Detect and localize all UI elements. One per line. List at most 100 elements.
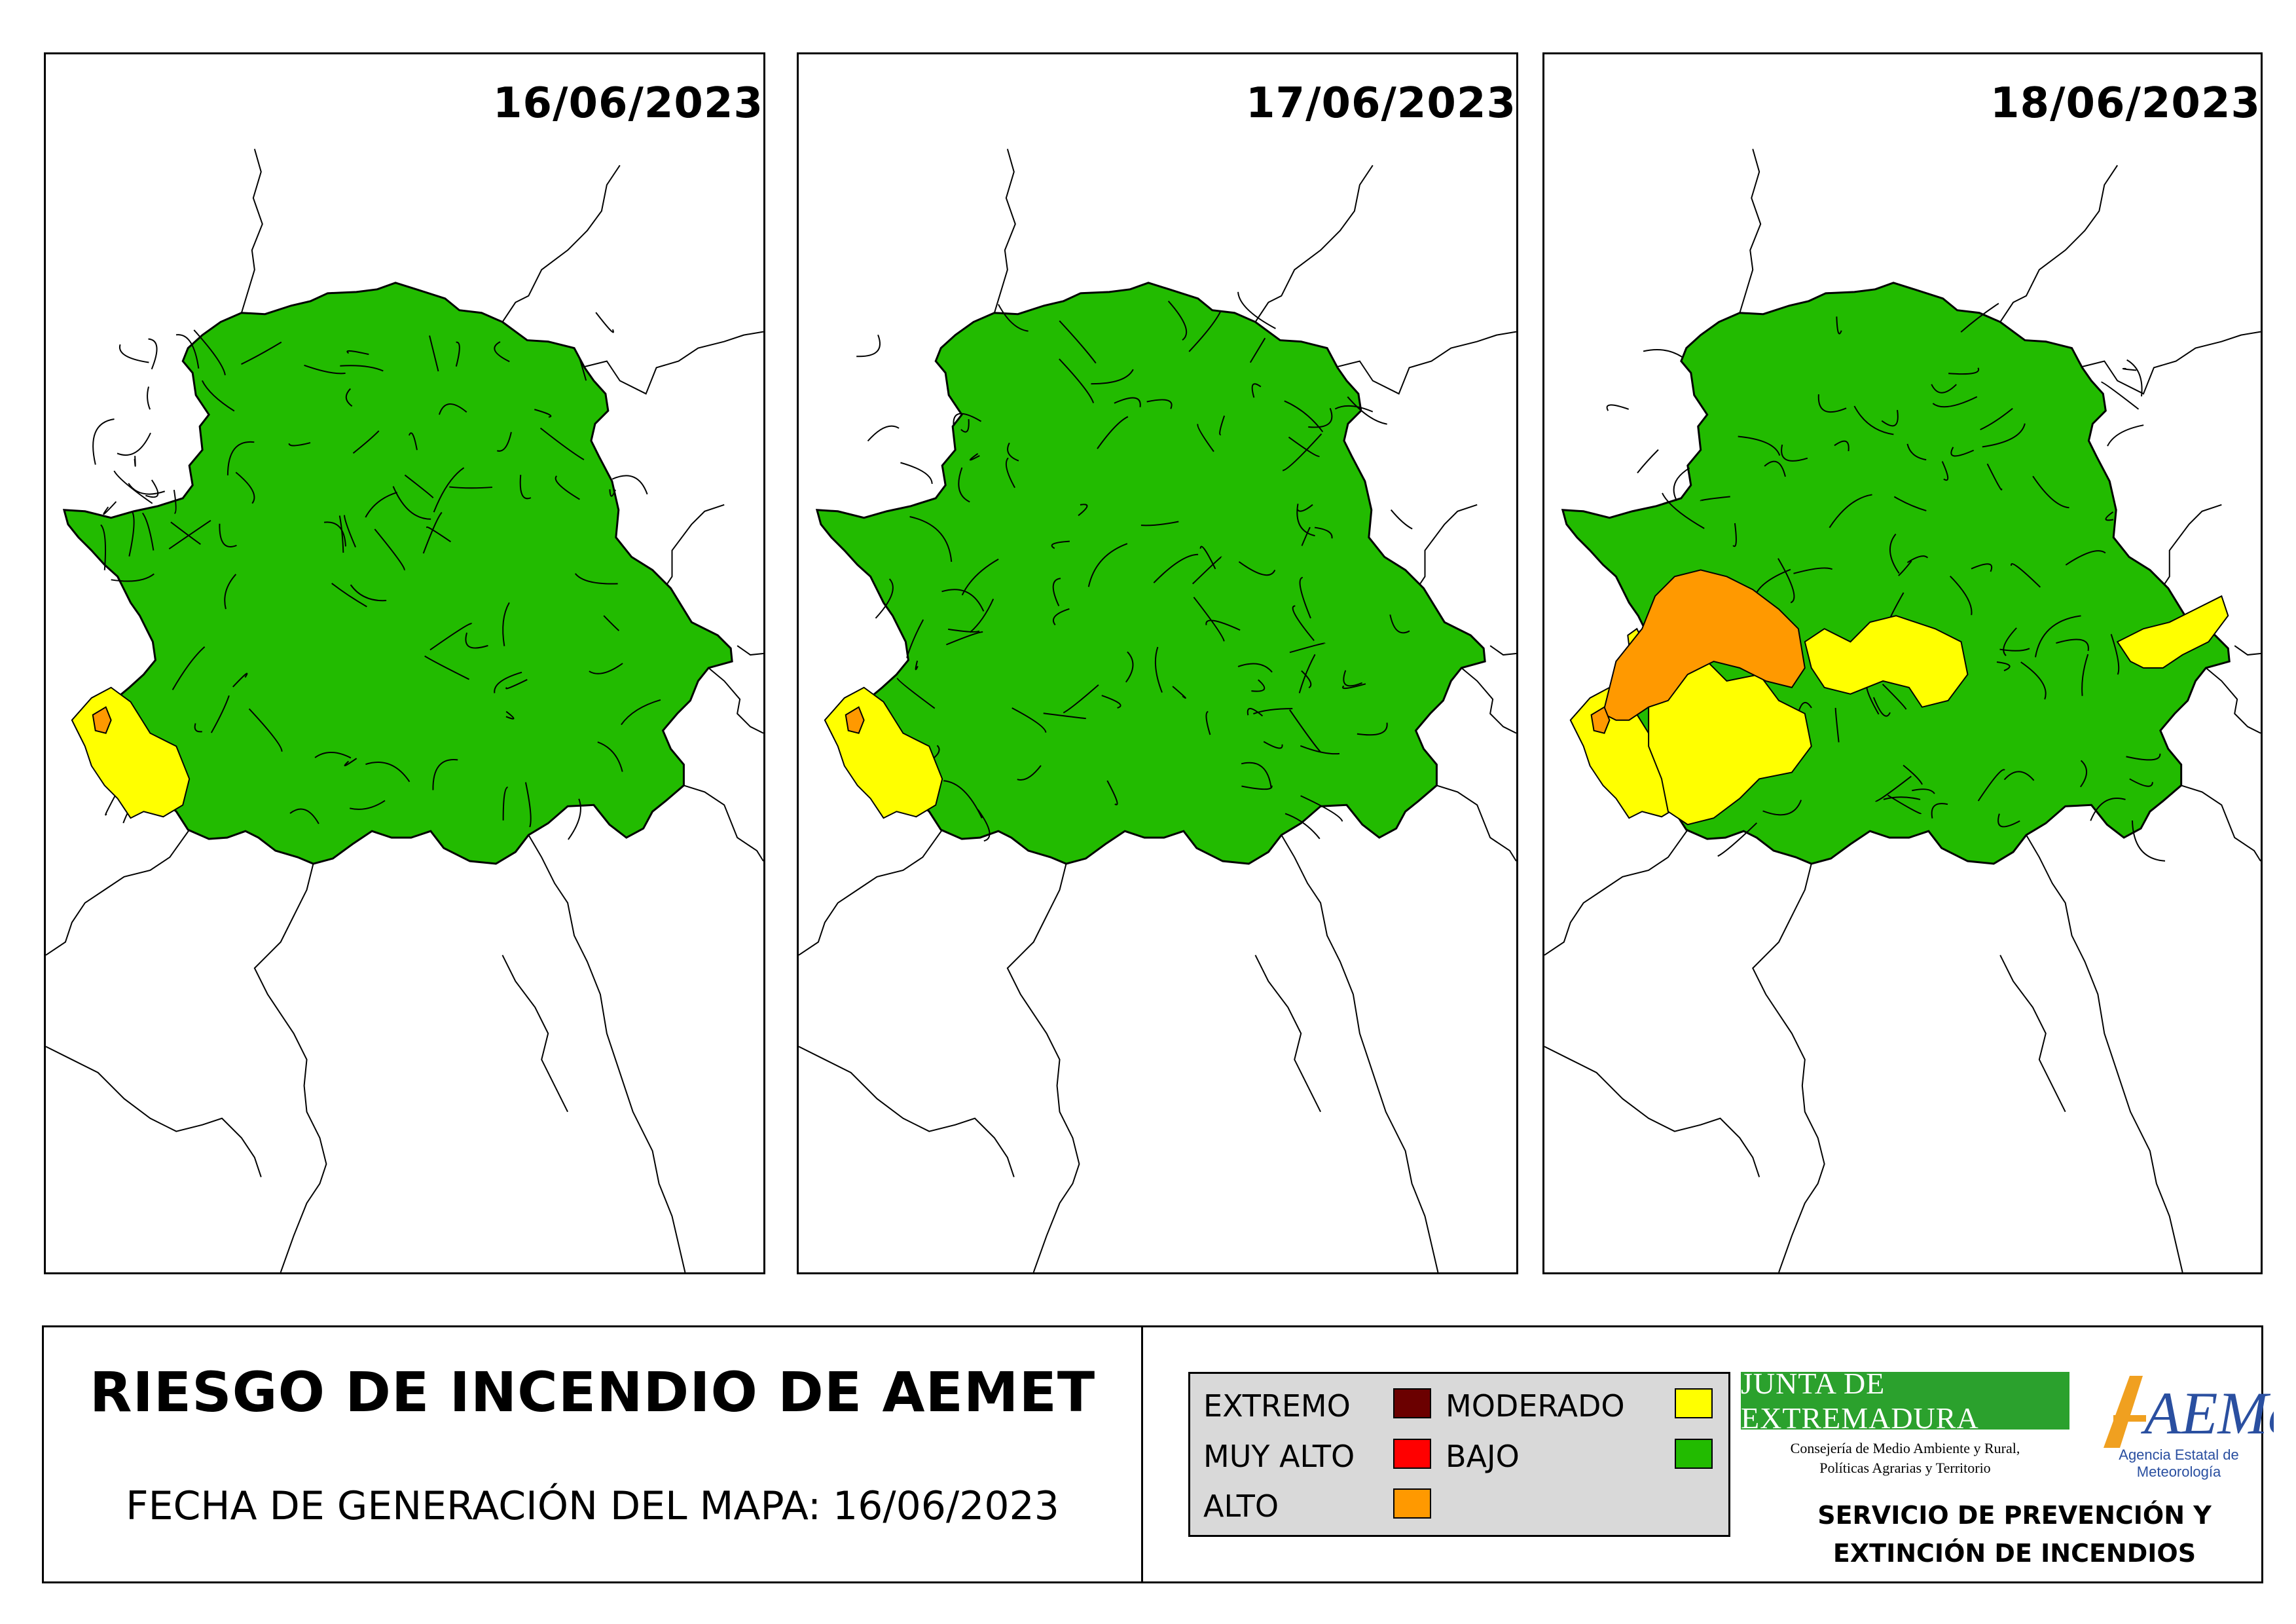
municipality-boundary [1872, 697, 1891, 717]
municipality-boundary [1298, 654, 1316, 693]
municipality-boundary [524, 782, 532, 828]
municipality-boundary [1883, 796, 1921, 800]
municipality-boundary [148, 338, 158, 370]
municipality-boundary [502, 602, 510, 646]
municipality-boundary [345, 388, 353, 407]
municipality-boundary [304, 364, 346, 375]
municipality-boundary [1637, 449, 1659, 473]
legend-label-alto: ALTO [1203, 1488, 1279, 1524]
service-line-2: EXTINCIÓN DE INCENDIOS [1832, 1539, 2196, 1568]
municipality-boundary [1889, 533, 1900, 574]
country-border-line [683, 784, 763, 862]
municipality-boundary [1106, 780, 1118, 805]
country-border-line [46, 829, 191, 956]
country-border-line [2078, 331, 2261, 395]
municipality-boundary [1005, 457, 1015, 489]
municipality-boundary [1931, 384, 1957, 394]
risk-zone-moderado [1804, 615, 1969, 708]
municipality-boundary [1288, 436, 1321, 457]
municipality-boundary [576, 354, 587, 381]
municipality-boundary [1300, 795, 1343, 822]
municipality-boundary [424, 655, 469, 680]
panel-date: 17/06/2023 [1246, 79, 1516, 128]
municipality-boundary [1931, 803, 1948, 819]
municipality-boundary [1977, 769, 2005, 802]
country-border-line [46, 1046, 262, 1177]
municipality-boundary [1834, 440, 1850, 452]
municipality-boundary [943, 780, 983, 819]
municipality-boundary [2101, 381, 2140, 410]
risk-zone-moderado [2116, 595, 2229, 669]
municipality-boundary [1817, 394, 1847, 413]
municipality-boundary [1205, 710, 1211, 735]
municipality-boundary [232, 673, 248, 688]
municipality-boundary [422, 511, 443, 554]
municipality-boundary [1063, 684, 1099, 714]
municipality-boundary [1172, 686, 1186, 699]
map-panel-day-3: 18/06/2023 [1542, 52, 2263, 1274]
municipality-boundary [100, 524, 107, 570]
aemet-logo-text: AEMet [2140, 1380, 2274, 1447]
municipality-boundary [970, 599, 994, 633]
municipality-boundary [224, 574, 237, 610]
municipality-boundary [1941, 461, 1949, 481]
municipality-boundary [1241, 785, 1273, 790]
map-panel-day-2: 17/06/2023 [797, 52, 1518, 1274]
municipality-boundary [1007, 442, 1019, 462]
municipality-boundary [1043, 712, 1086, 720]
municipality-boundary [1906, 443, 1927, 461]
municipality-boundary [2032, 475, 2069, 509]
municipality-boundary [117, 432, 151, 456]
legend: EXTREMO MUY ALTO ALTO MODERADO BAJO [1188, 1372, 1730, 1537]
municipality-boundary [111, 573, 155, 582]
municipality-boundary [1292, 605, 1315, 641]
country-border-line [658, 504, 725, 597]
fire-risk-map [46, 149, 763, 1272]
municipality-boundary [2080, 760, 2088, 788]
country-border-line [240, 149, 263, 314]
municipality-boundary [609, 489, 616, 497]
municipality-boundary [1829, 494, 1872, 528]
municipality-boundary [1301, 670, 1312, 689]
junta-extremadura-logo: JUNTA DE EXTREMADURA [1741, 1367, 2069, 1435]
risk-zone-alto [1602, 569, 1806, 721]
country-border-line [2026, 834, 2183, 1272]
legend-label-moderado: MODERADO [1446, 1388, 1625, 1424]
municipality-boundary [1882, 684, 1907, 710]
municipality-boundary [1906, 555, 1929, 563]
municipality-boundary [1643, 349, 1683, 358]
municipality-boundary [1052, 578, 1061, 606]
municipality-boundary [2131, 820, 2166, 862]
municipality-boundary [1251, 679, 1266, 692]
country-border-line [737, 645, 763, 656]
municipality-boundary [953, 413, 982, 426]
municipality-boundary [429, 623, 473, 651]
municipality-boundary [2090, 798, 2126, 821]
municipality-boundary [1950, 447, 1975, 457]
municipality-boundary [2003, 771, 2035, 781]
municipality-boundary [350, 584, 387, 602]
service-line-1: SERVICIO DE PREVENCIÓN Y [1817, 1501, 2212, 1530]
municipality-boundary [1052, 608, 1070, 626]
municipality-boundary [1764, 460, 1786, 477]
municipality-boundary [1284, 400, 1324, 433]
municipality-boundary [1296, 504, 1313, 512]
municipality-boundary [2081, 654, 2089, 696]
municipality-boundary [92, 418, 115, 465]
municipality-boundary [1971, 563, 1993, 572]
municipality-boundary [941, 589, 985, 612]
country-border-line [501, 164, 621, 323]
municipality-boundary [534, 409, 552, 418]
municipality-boundary [909, 516, 953, 562]
municipality-boundary [1347, 396, 1387, 425]
municipality-boundary [1881, 410, 1899, 427]
municipality-boundary [193, 329, 226, 376]
municipality-boundary [2003, 627, 2017, 656]
municipality-boundary [103, 501, 117, 515]
municipality-boundary [595, 312, 614, 333]
municipality-boundary [1960, 303, 1999, 333]
municipality-boundary [1777, 558, 1795, 604]
municipality-boundary [1887, 794, 1922, 815]
junta-subtitle: Consejería de Medio Ambiente y Rural, Po… [1741, 1439, 2069, 1478]
country-border-line [799, 1046, 1015, 1177]
